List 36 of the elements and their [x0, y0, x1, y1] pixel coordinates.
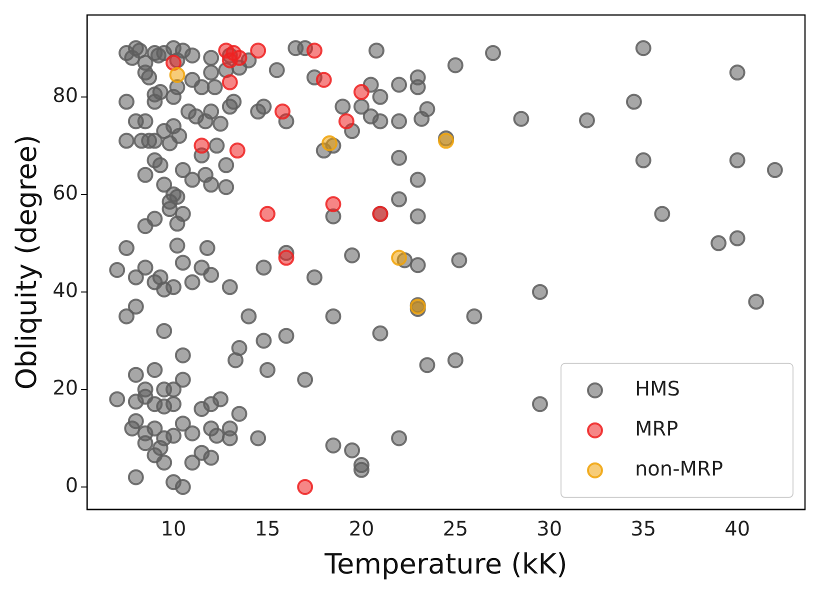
point — [274, 104, 291, 120]
y-tick-label: 80 — [52, 83, 78, 108]
x-tick-label: 35 — [630, 516, 656, 541]
point — [391, 250, 408, 266]
point — [169, 66, 186, 83]
point — [278, 250, 294, 266]
y-axis-title: Obliquity (degree) — [10, 134, 44, 390]
point — [438, 132, 454, 149]
legend-label: HMS — [635, 376, 680, 401]
point — [297, 478, 314, 495]
x-axis-title: Temperature (kK) — [324, 547, 568, 580]
legend-label: MRP — [635, 416, 678, 441]
point — [259, 206, 276, 222]
legend-label: non-MRP — [635, 456, 724, 481]
point — [194, 138, 210, 154]
point — [325, 196, 342, 212]
point — [229, 142, 246, 159]
point — [306, 42, 322, 59]
x-tick-label: 40 — [724, 516, 750, 541]
x-tick-label: 30 — [536, 516, 562, 541]
point — [250, 42, 266, 59]
point — [166, 54, 182, 71]
point — [222, 74, 238, 90]
y-tick-label: 20 — [52, 376, 78, 400]
point — [231, 50, 248, 66]
x-tick-label: 20 — [348, 516, 374, 541]
x-tick-label: 25 — [442, 516, 468, 541]
y-tick-label: 0 — [65, 473, 78, 498]
point — [338, 113, 354, 130]
y-tick-label: 40 — [52, 278, 78, 302]
point — [322, 135, 338, 152]
y-tick-label: 60 — [52, 180, 78, 205]
point — [353, 84, 370, 100]
point — [316, 72, 332, 88]
x-tick-label: 15 — [254, 516, 280, 541]
x-tick-label: 10 — [160, 516, 186, 541]
